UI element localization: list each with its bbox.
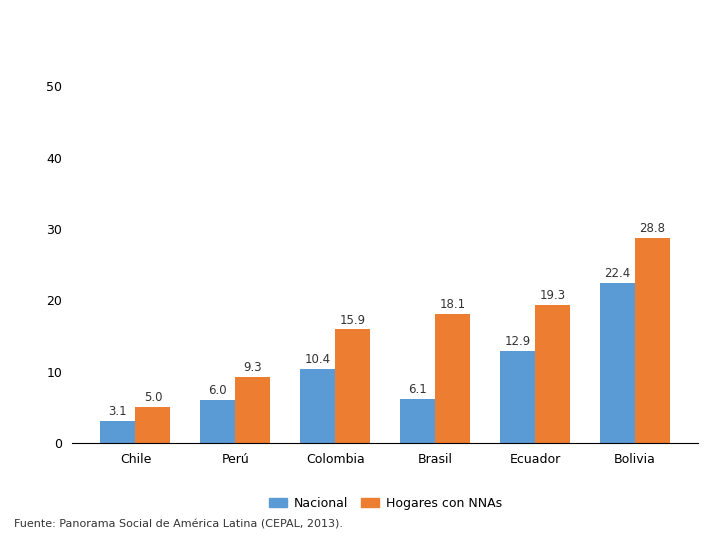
Bar — [300, 369, 336, 443]
Text: 9.3: 9.3 — [243, 361, 262, 374]
Text: Pobreza monetaria extrema: nacional vs hogares con NNA: Pobreza monetaria extrema: nacional vs h… — [14, 29, 720, 49]
Bar — [600, 283, 635, 443]
Text: 6.1: 6.1 — [408, 383, 427, 396]
Bar — [101, 421, 135, 443]
Legend: Nacional, Hogares con NNAs: Nacional, Hogares con NNAs — [264, 492, 507, 515]
Text: 10.4: 10.4 — [305, 353, 330, 366]
Text: 22.4: 22.4 — [604, 267, 631, 280]
Text: 18.1: 18.1 — [440, 298, 466, 311]
Bar — [336, 329, 370, 443]
Bar — [400, 399, 435, 443]
Bar — [235, 376, 270, 443]
Text: Fuente: Panorama Social de América Latina (CEPAL, 2013).: Fuente: Panorama Social de América Latin… — [14, 519, 343, 529]
Text: 6.0: 6.0 — [209, 384, 228, 397]
Text: 5.0: 5.0 — [144, 392, 162, 404]
Bar — [500, 351, 535, 443]
Bar — [535, 305, 570, 443]
Text: 15.9: 15.9 — [340, 314, 366, 327]
Bar — [635, 238, 670, 443]
Text: 19.3: 19.3 — [539, 289, 566, 302]
Bar — [200, 400, 235, 443]
Text: 28.8: 28.8 — [639, 221, 665, 235]
Text: 12.9: 12.9 — [505, 335, 531, 348]
Bar — [135, 407, 171, 443]
Bar — [435, 314, 470, 443]
Text: 3.1: 3.1 — [109, 405, 127, 418]
